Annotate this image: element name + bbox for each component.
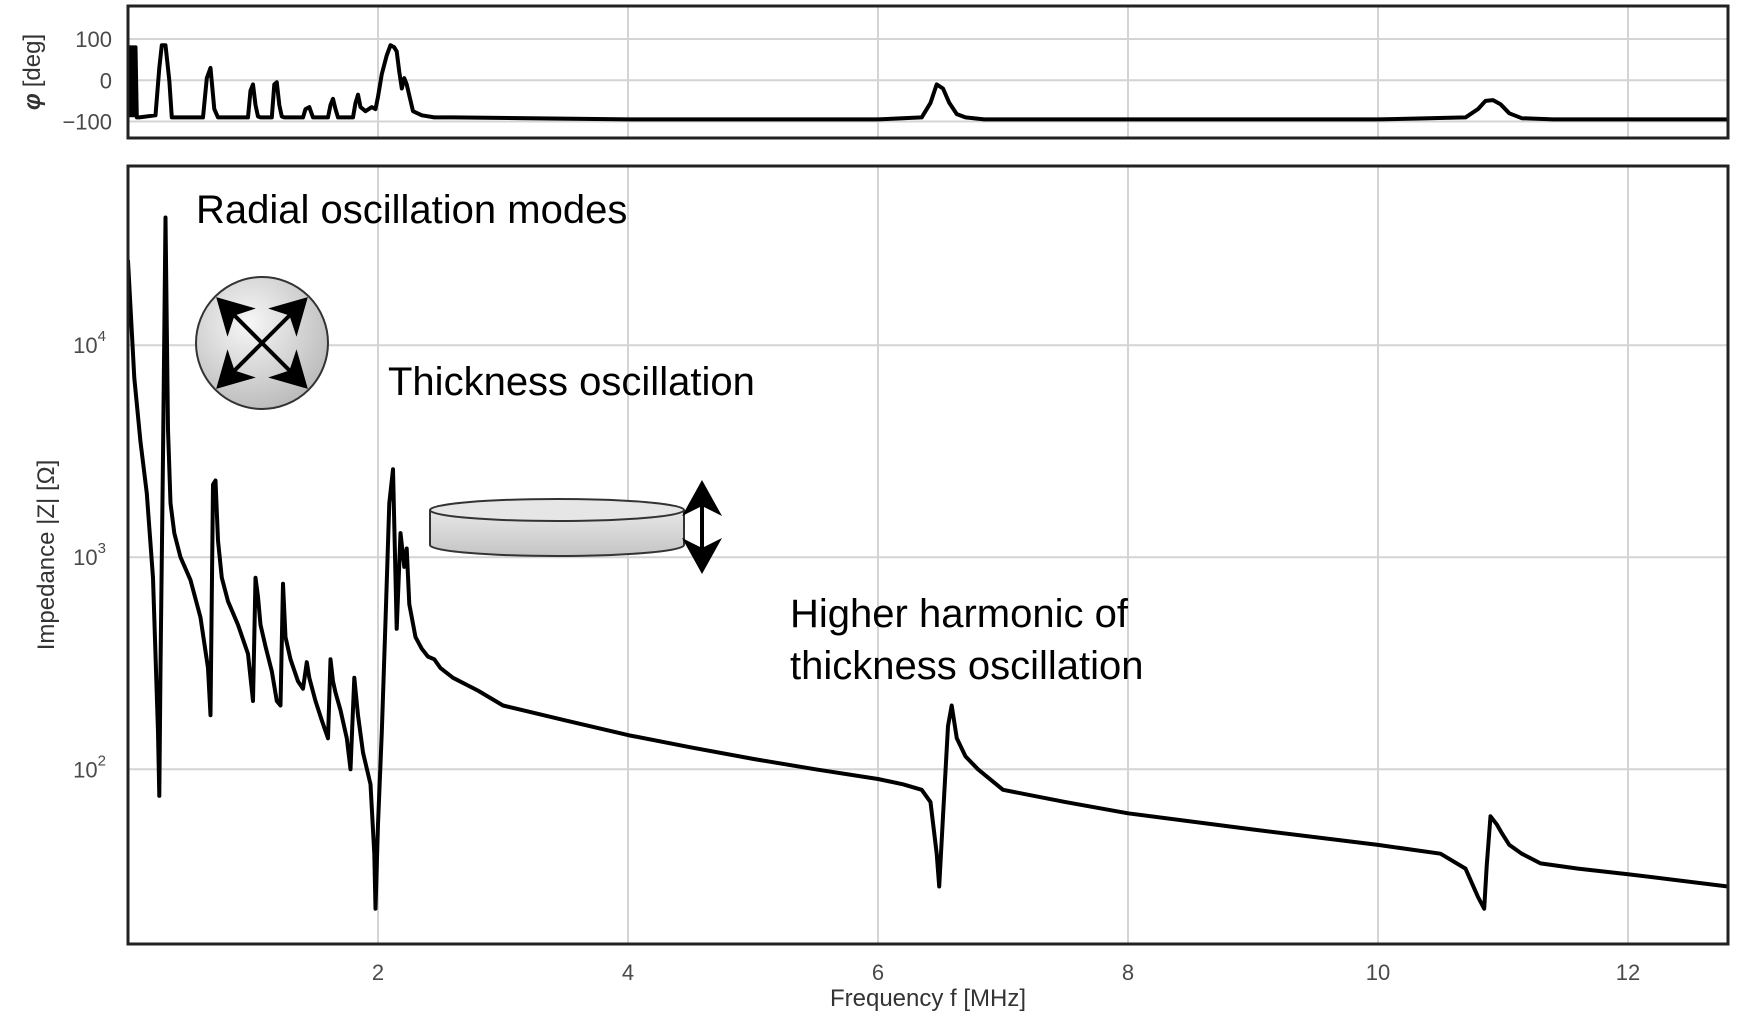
y-tick-label: 102 [73, 752, 106, 782]
thickness-oscillation-icon [429, 480, 722, 574]
phase-grid [128, 6, 1728, 138]
phase-plot-frame [126, 4, 1730, 140]
y-tick-base: 10 [73, 545, 97, 570]
x-tick-label: 8 [1122, 960, 1134, 985]
phase-series-line [128, 43, 1728, 122]
phase-y-tick-label: 100 [75, 27, 112, 52]
impedance-series-line [128, 215, 1728, 911]
phase-y-axis-label: φ [deg] [19, 34, 46, 110]
phase-unit: [deg] [19, 34, 46, 87]
annotation-higher-harmonic-line2: thickness oscillation [790, 644, 1144, 688]
radial-oscillation-icon [195, 276, 329, 410]
phase-panel: 100 0 −100 φ [deg] [19, 4, 1730, 140]
y-tick-label: 104 [73, 328, 106, 358]
phase-y-ticks: 100 0 −100 [62, 27, 112, 135]
annotation-higher-harmonic-line1: Higher harmonic of [790, 592, 1129, 636]
x-tick-label: 2 [372, 960, 384, 985]
phase-symbol: φ [19, 93, 46, 110]
phase-y-tick-label: 0 [100, 68, 112, 93]
y-tick-base: 10 [73, 757, 97, 782]
x-tick-label: 10 [1366, 960, 1390, 985]
annotation-thickness: Thickness oscillation [388, 360, 755, 404]
impedance-plot-frame [126, 164, 1730, 946]
y-tick-base: 10 [73, 333, 97, 358]
x-tick-label: 12 [1616, 960, 1640, 985]
annotation-radial-modes: Radial oscillation modes [196, 188, 627, 232]
x-tick-label: 4 [622, 960, 634, 985]
y-axis-label: Impedance |Z| [Ω] [33, 460, 60, 651]
x-axis-label: Frequency f [MHz] [830, 985, 1026, 1012]
y-tick-exponent: 4 [98, 328, 106, 345]
impedance-x-ticks: 2 4 6 8 10 12 [372, 960, 1640, 985]
y-tick-exponent: 2 [98, 752, 106, 769]
y-tick-exponent: 3 [98, 540, 106, 557]
x-tick-label: 6 [872, 960, 884, 985]
phase-y-tick-label: −100 [62, 110, 112, 135]
y-tick-label: 103 [73, 540, 106, 570]
